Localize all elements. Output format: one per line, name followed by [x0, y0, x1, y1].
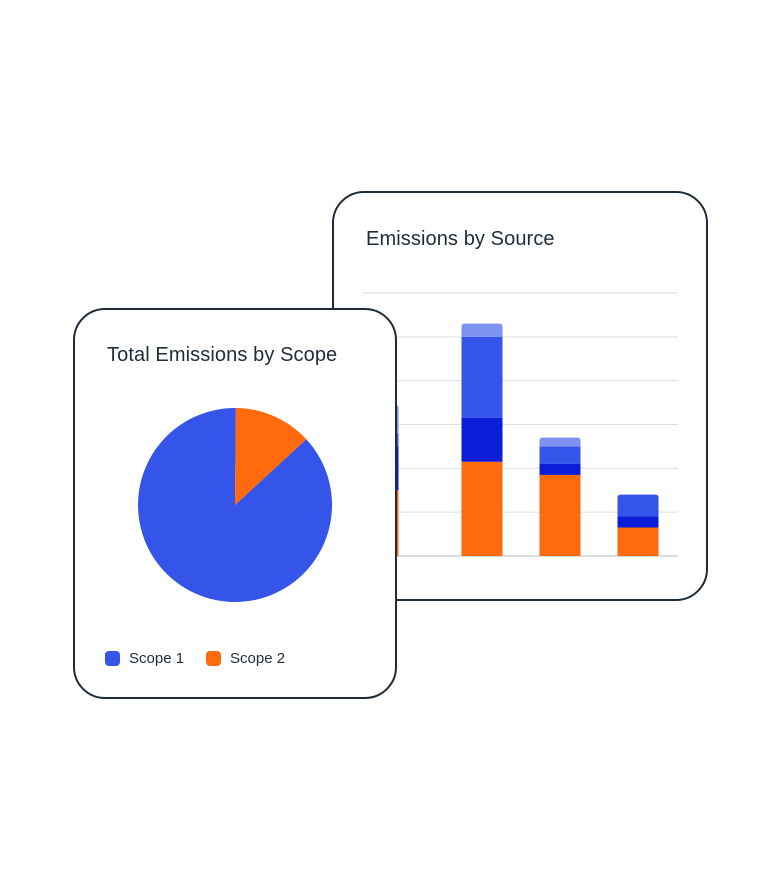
bar-segment	[539, 437, 581, 447]
emissions-by-source-title: Emissions by Source	[366, 228, 555, 250]
bar-stack-3	[539, 437, 581, 556]
emissions-by-scope-pie	[138, 407, 332, 602]
bar-segment	[461, 417, 503, 462]
bar-segment	[617, 527, 659, 556]
legend-swatch-scope-1	[105, 651, 120, 666]
total-emissions-by-scope-card: Total Emissions by Scope Scope 1 Scope 2	[73, 308, 397, 699]
bar-segment	[539, 446, 581, 464]
total-emissions-by-scope-title: Total Emissions by Scope	[107, 344, 338, 366]
bar-segment	[617, 516, 659, 528]
bar-segment	[461, 336, 503, 418]
legend-swatch-scope-2	[206, 651, 222, 666]
bar-segment	[539, 474, 581, 556]
pie-slice-scope-2	[235, 408, 307, 505]
bar-segment	[617, 494, 659, 517]
bar-segment	[461, 461, 503, 556]
pie-legend: Scope 1 Scope 2	[105, 650, 307, 667]
pie-slice-scope-1	[138, 407, 332, 602]
legend-item-scope-1: Scope 1	[105, 650, 184, 667]
legend-label-scope-2: Scope 2	[230, 650, 286, 667]
legend-label-scope-1: Scope 1	[129, 650, 185, 667]
bar-segment	[539, 463, 581, 475]
bar-stack-2	[461, 323, 503, 556]
bar-segment	[461, 323, 503, 337]
legend-item-scope-2: Scope 2	[206, 650, 285, 667]
bar-stack-4	[617, 494, 659, 556]
